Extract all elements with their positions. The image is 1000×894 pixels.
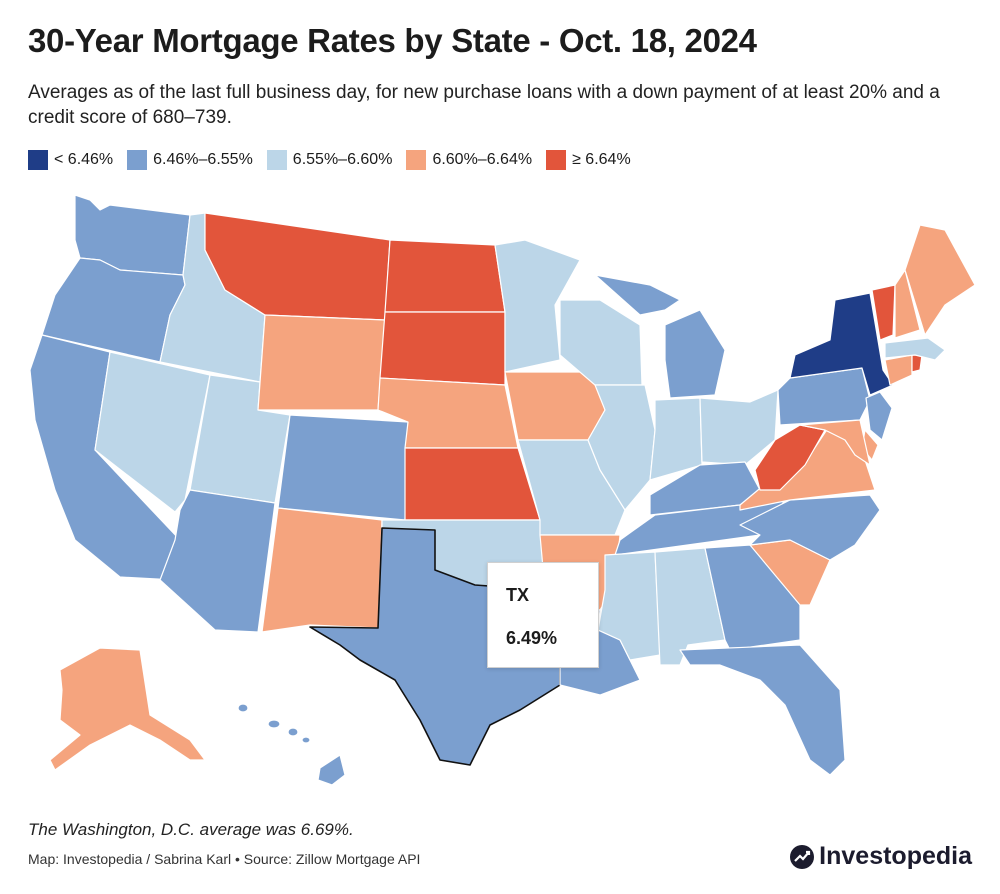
legend-swatch xyxy=(28,150,48,170)
state-nm[interactable] xyxy=(261,507,383,633)
state-mi[interactable] xyxy=(594,274,726,399)
legend-swatch xyxy=(406,150,427,170)
investopedia-logo[interactable]: Investopedia xyxy=(789,842,972,871)
legend-label: 6.60%–6.64% xyxy=(432,151,533,168)
state-nh[interactable] xyxy=(894,269,921,339)
investopedia-logo-icon xyxy=(790,844,815,869)
state-az[interactable] xyxy=(159,489,276,633)
state-ma[interactable] xyxy=(884,337,946,361)
state-md[interactable] xyxy=(799,419,871,466)
legend-item-646-655[interactable]: 6.46%–6.55% xyxy=(127,150,253,170)
legend-label: < 6.46% xyxy=(54,151,114,168)
chart-title: 30-Year Mortgage Rates by State - Oct. 1… xyxy=(28,22,757,59)
state-me[interactable] xyxy=(904,224,976,336)
legend-swatch xyxy=(266,150,287,170)
dc-note: The Washington, D.C. average was 6.69%. xyxy=(28,820,354,839)
state-ks[interactable] xyxy=(404,447,541,521)
state-sd[interactable] xyxy=(379,311,506,386)
state-nv[interactable] xyxy=(94,351,211,513)
state-tooltip: TX 6.49% xyxy=(487,562,599,668)
source-credit: Map: Investopedia / Sabrina Karl • Sourc… xyxy=(28,851,421,867)
state-hi[interactable] xyxy=(237,703,346,786)
state-fl[interactable] xyxy=(679,644,846,776)
legend-item-655-660[interactable]: 6.55%–6.60% xyxy=(266,150,393,170)
state-wv[interactable] xyxy=(754,424,826,491)
state-wy[interactable] xyxy=(257,314,386,411)
legend-label: 6.55%–6.60% xyxy=(292,151,393,168)
us-state-map xyxy=(29,194,976,786)
legend-swatch xyxy=(546,150,567,170)
state-nj[interactable] xyxy=(865,391,893,441)
legend-label: ≥ 6.64% xyxy=(572,151,631,168)
legend-swatch xyxy=(127,150,148,170)
state-nc[interactable] xyxy=(739,494,881,561)
state-nd[interactable] xyxy=(384,239,506,313)
state-ak[interactable] xyxy=(49,647,206,771)
legend-item-660-664[interactable]: 6.60%–6.64% xyxy=(406,150,532,170)
chart-subtitle: Averages as of the last full business da… xyxy=(28,82,940,128)
tooltip-state: TX xyxy=(506,585,530,605)
legend-item-lt-646[interactable]: < 6.46% xyxy=(28,150,113,170)
state-ia[interactable] xyxy=(504,371,606,441)
legend-item-gte-664[interactable]: ≥ 6.64% xyxy=(546,150,631,170)
state-ri[interactable] xyxy=(911,354,923,373)
legend-label: 6.46%–6.55% xyxy=(153,151,253,168)
state-in[interactable] xyxy=(649,397,703,481)
state-ny[interactable] xyxy=(789,292,894,396)
state-ct[interactable] xyxy=(884,354,913,386)
state-vt[interactable] xyxy=(871,284,896,341)
logo-text: Investopedia xyxy=(819,842,972,870)
state-co[interactable] xyxy=(277,414,409,521)
state-mn[interactable] xyxy=(494,239,581,373)
tooltip-rate: 6.49% xyxy=(506,628,558,648)
legend: < 6.46% 6.46%–6.55% 6.55%–6.60% 6.60%–6.… xyxy=(28,150,645,170)
state-il[interactable] xyxy=(587,384,656,511)
